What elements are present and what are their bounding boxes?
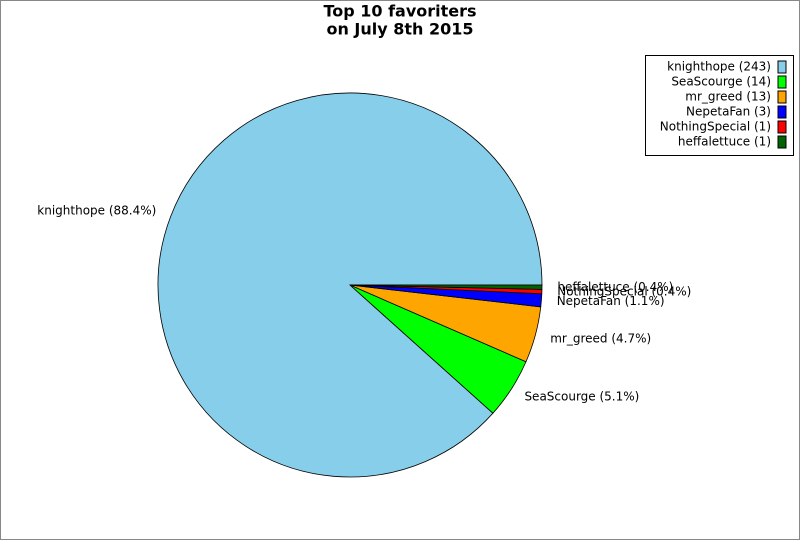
slice-label: knighthope (88.4%)	[37, 203, 156, 217]
legend-label: NothingSpecial (1)	[660, 120, 771, 134]
legend-label: NepetaFan (3)	[686, 105, 771, 119]
legend-box	[645, 55, 794, 156]
slice-label: NepetaFan (1.1%)	[557, 294, 665, 308]
legend-label: knighthope (243)	[667, 60, 771, 74]
legend-swatch	[777, 105, 787, 119]
legend-swatch	[777, 75, 787, 89]
legend-swatch	[777, 135, 787, 149]
slice-label: NothingSpecial (0.4%)	[557, 285, 691, 299]
legend-swatch	[777, 120, 787, 134]
pie-slice	[157, 92, 543, 478]
legend-label: SeaScourge (14)	[671, 75, 771, 89]
legend-swatch	[777, 90, 787, 104]
legend-label: heffalettuce (1)	[678, 135, 771, 149]
slice-label: SeaScourge (5.1%)	[524, 390, 639, 404]
pie-slice	[349, 284, 543, 290]
chart-subtitle: on July 8th 2015	[326, 20, 473, 39]
slice-label: mr_greed (4.7%)	[550, 331, 651, 345]
chart-title: Top 10 favoriters	[323, 2, 476, 21]
legend-label: mr_greed (13)	[685, 90, 771, 104]
slice-label: heffalettuce (0.4%)	[557, 280, 673, 294]
legend-swatch	[777, 60, 787, 74]
